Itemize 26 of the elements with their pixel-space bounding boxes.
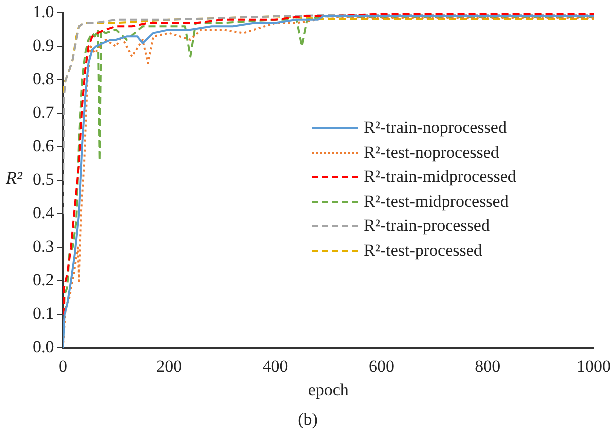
y-tick-label: 0.8 [33,70,54,89]
y-tick-label: 0.1 [33,304,54,324]
x-tick-label: 600 [368,356,394,376]
y-tick-label: 0.6 [33,136,54,156]
y-tick-label: 0.4 [33,204,55,223]
legend-label: R²-train-processed [364,215,490,237]
legend-label: R²-train-midprocessed [364,166,516,188]
y-tick-label: 0.2 [33,270,54,290]
x-tick-label: 200 [156,356,182,376]
legend-label: R²-test-processed [364,240,482,262]
y-tick-label: 0.5 [33,170,54,190]
y-tick-label: 0.9 [33,36,54,56]
y-tick-label: 0.0 [33,338,54,357]
y-tick-label: 0.3 [33,237,54,256]
x-tick-label: 800 [475,356,501,376]
x-axis-title: epoch [308,380,350,400]
legend-label: R²-test-noprocessed [364,142,500,164]
y-tick-label: 0.7 [33,103,55,122]
x-tick-label: 1000 [577,356,611,376]
y-tick-label: 1.0 [33,2,54,22]
x-tick-label: 0 [59,356,68,376]
y-axis-title: R² [6,168,22,189]
legend-label: R²-test-midprocessed [364,190,509,213]
x-tick-label: 400 [262,356,288,376]
legend-label: R²-train-noprocessed [364,117,507,139]
text: (b) [297,410,319,430]
